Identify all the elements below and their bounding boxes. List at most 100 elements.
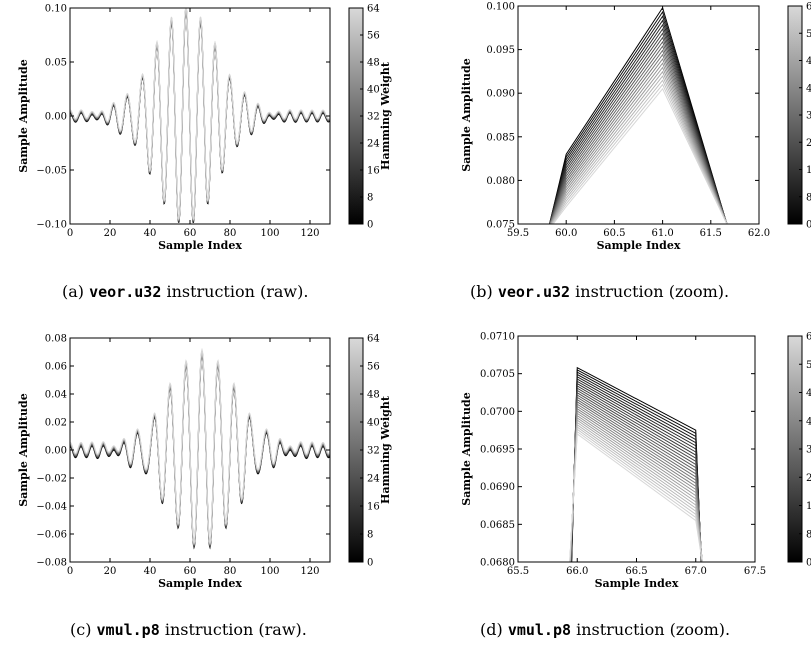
- y-tick-label: −0.06: [36, 530, 67, 541]
- caption-b-code: veor.u32: [497, 283, 571, 301]
- x-tick-label: 20: [104, 228, 117, 239]
- y-tick-label: 0.05: [45, 58, 67, 69]
- series-line: [550, 75, 728, 224]
- colorbar-tick-label: 0: [367, 220, 373, 231]
- x-tick-label: 60: [184, 228, 197, 239]
- x-tick-label: 67.5: [744, 566, 766, 577]
- series-line: [570, 385, 703, 562]
- y-tick-label: 0.00: [45, 446, 67, 457]
- chart-a: 0 20 40 60 80 100 1200.100.050.00−0.05−0.10Sam…: [17, 4, 392, 253]
- y-tick-label: 0.0700: [480, 407, 515, 418]
- series-line: [569, 432, 703, 562]
- colorbar-tick-label: 56: [806, 360, 811, 371]
- axes-frame-a: [69, 7, 331, 225]
- x-tick-label: 66.5: [625, 566, 647, 577]
- y-tick-label: −0.10: [36, 220, 67, 231]
- series-line: [549, 57, 728, 224]
- colorbar-tick-label: 40: [367, 418, 380, 429]
- colorbar-tick-label: 40: [806, 83, 811, 94]
- x-tick-label: 59.5: [507, 228, 529, 239]
- caption-b-prefix: (b): [470, 282, 498, 301]
- colorbar-tick-label: 8: [806, 192, 811, 203]
- x-tick-label: 65.5: [507, 566, 529, 577]
- y-tick-label: 0.06: [45, 362, 67, 373]
- x-axis-label: Sample Index: [158, 239, 242, 252]
- colorbar-tick-label: 64: [806, 2, 811, 13]
- x-tick-label: 61.0: [651, 228, 673, 239]
- y-tick-label: 0.095: [486, 45, 515, 56]
- trace-0: [70, 9, 330, 223]
- series-line: [550, 62, 728, 224]
- caption-c-prefix: (c): [70, 620, 97, 639]
- series-line: [552, 87, 728, 224]
- caption-a-suffix: instruction (raw).: [161, 282, 309, 301]
- y-axis-label: Sample Amplitude: [17, 59, 30, 172]
- y-tick-label: 0.0680: [480, 558, 515, 569]
- y-tick-label: 0.0690: [480, 482, 515, 493]
- y-axis-label: Sample Amplitude: [460, 392, 473, 505]
- colorbar-label: Hamming Weight: [379, 395, 392, 504]
- caption-b: (b) veor.u32 instruction (zoom).: [470, 282, 729, 301]
- y-tick-label: −0.08: [36, 558, 67, 569]
- y-tick-label: −0.04: [36, 502, 67, 513]
- y-axis-label: Sample Amplitude: [460, 58, 473, 171]
- y-tick-label: 0.0685: [480, 520, 515, 531]
- series-line: [571, 371, 702, 562]
- caption-d-code: vmul.p8: [507, 621, 572, 639]
- x-tick-label: 62.0: [748, 228, 770, 239]
- colorbar-tick-label: 56: [367, 31, 380, 42]
- y-tick-label: 0.00: [45, 112, 67, 123]
- axes-frame-d: [517, 335, 756, 563]
- colorbar-tick-label: 48: [806, 388, 811, 399]
- trace-5: [70, 347, 330, 546]
- colorbar-tick-label: 16: [806, 165, 811, 176]
- y-tick-label: 0.075: [486, 220, 515, 231]
- series-line: [551, 83, 728, 224]
- colorbar-tick-label: 48: [367, 58, 380, 69]
- x-tick-label: 60.5: [603, 228, 625, 239]
- colorbar-tick-label: 48: [367, 390, 380, 401]
- plot-area-d: [569, 366, 703, 562]
- colorbar-tick-label: 24: [806, 473, 811, 484]
- colorbar-tick-label: 64: [367, 334, 380, 345]
- colorbar-tick-label: 56: [806, 29, 811, 40]
- x-tick-label: 100: [260, 566, 279, 577]
- chart-b: 59.5 60.0 60.5 61.0 61.5 62.0 0.100 0.095 0.090 0…: [460, 2, 811, 253]
- plot-area-c: [70, 347, 330, 550]
- caption-c: (c) vmul.p8 instruction (raw).: [70, 620, 307, 639]
- chart-d: 65.5 66.0 66.5 67.0 67.5 0.0710 0.0705 0.0700 0.…: [460, 332, 811, 591]
- colorbar-tick-label: 40: [806, 416, 811, 427]
- x-tick-label: 0: [67, 228, 73, 239]
- colorbar-tick-label: 16: [367, 166, 380, 177]
- colorbar-tick-label: 48: [806, 56, 811, 67]
- x-axis-label: Sample Index: [595, 577, 679, 590]
- caption-d-prefix: (d): [480, 620, 508, 639]
- y-tick-label: 0.0705: [480, 369, 515, 380]
- colorbar-tick-label: 24: [367, 474, 380, 485]
- x-tick-label: 60.0: [555, 228, 577, 239]
- colorbar-tick-label: 24: [806, 138, 811, 149]
- colorbar-tick-label: 40: [367, 85, 380, 96]
- x-tick-label: 20: [104, 566, 117, 577]
- y-tick-label: 0.085: [486, 132, 515, 143]
- colorbar-tick-label: 32: [806, 445, 811, 456]
- colorbar-tick-label: 0: [806, 558, 811, 569]
- y-tick-label: 0.090: [486, 89, 515, 100]
- colorbar-tick-label: 24: [367, 139, 380, 150]
- colorbar-label: Hamming Weight: [379, 61, 392, 170]
- caption-a: (a) veor.u32 instruction (raw).: [62, 282, 308, 301]
- colorbar-tick-label: 32: [367, 112, 380, 123]
- colorbar-tick-label: 8: [806, 529, 811, 540]
- series-line: [549, 45, 728, 224]
- colorbar-tick-label: 64: [367, 4, 380, 15]
- x-tick-label: 0: [67, 566, 73, 577]
- y-tick-label: 0.0695: [480, 445, 515, 456]
- axes-frame-b: [517, 5, 760, 225]
- x-tick-label: 40: [144, 566, 157, 577]
- series-line: [551, 79, 728, 224]
- caption-d: (d) vmul.p8 instruction (zoom).: [480, 620, 730, 639]
- caption-a-code: veor.u32: [89, 283, 162, 301]
- trace-1: [70, 8, 330, 223]
- caption-c-suffix: instruction (raw).: [159, 620, 307, 639]
- x-tick-label: 40: [144, 228, 157, 239]
